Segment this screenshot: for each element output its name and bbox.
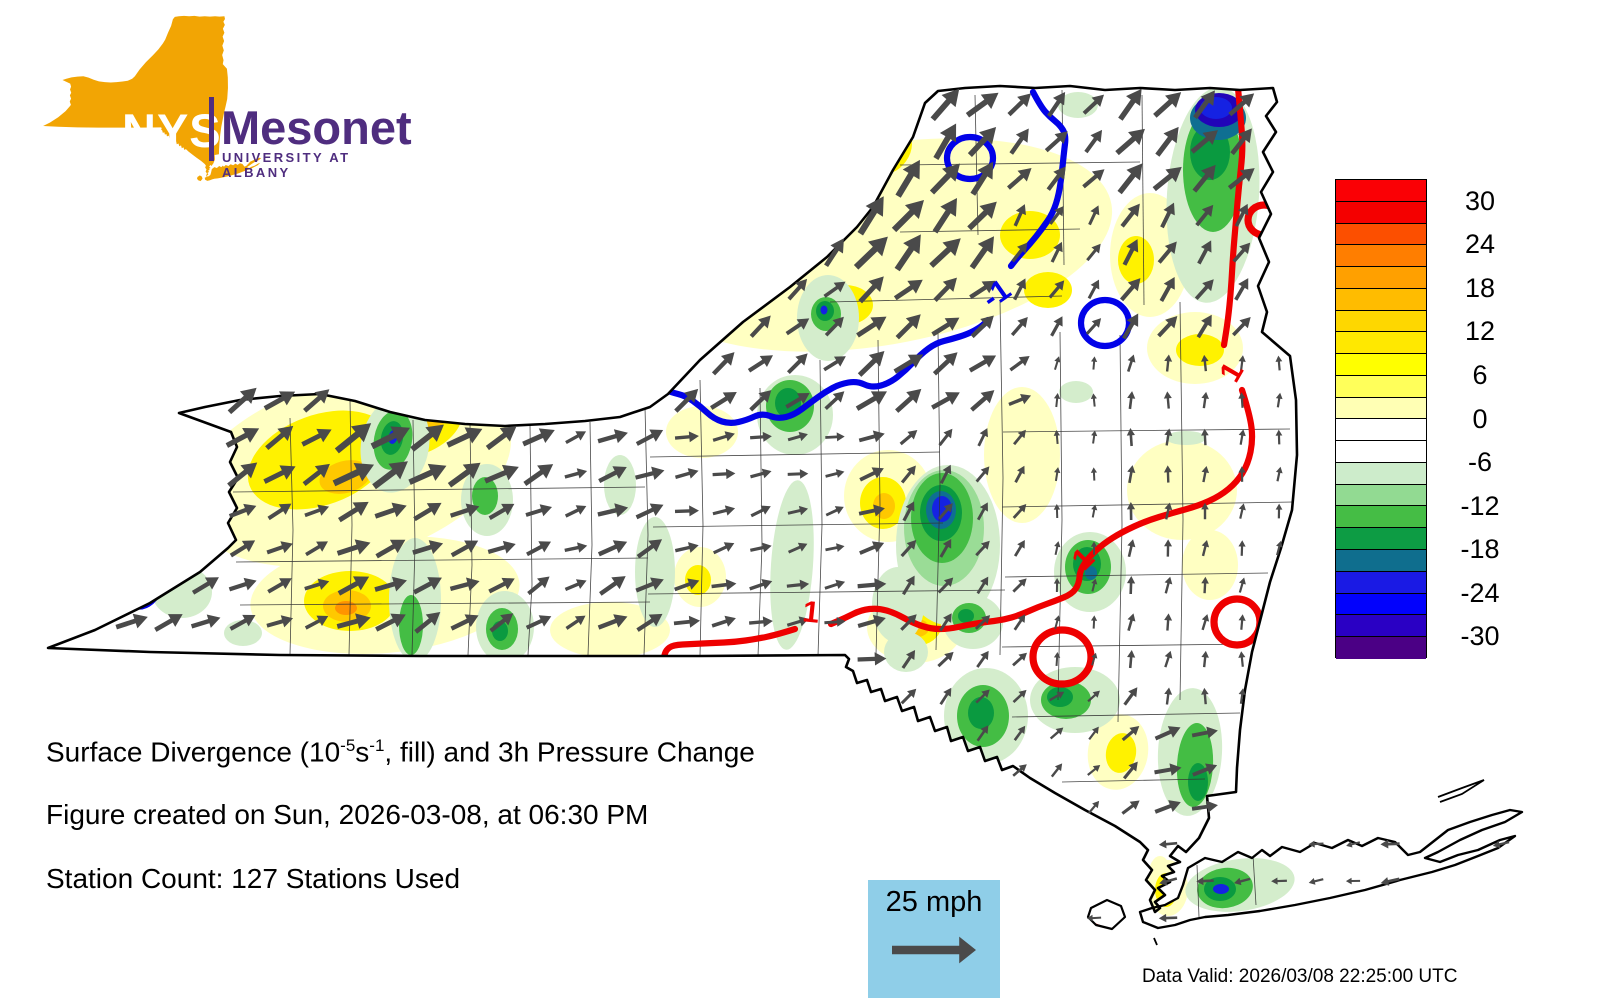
state-outline-layer xyxy=(46,84,1524,946)
wind-scale-legend: 25 mph xyxy=(868,880,1000,998)
logo-divider xyxy=(209,97,214,161)
colorbar-cell xyxy=(1336,223,1426,246)
colorbar-tick-label: -6 xyxy=(1467,447,1492,478)
colorbar-cell xyxy=(1336,201,1426,224)
colorbar-cell xyxy=(1336,354,1426,376)
colorbar-cell xyxy=(1336,571,1426,594)
colorbar-tick-label: -24 xyxy=(1460,577,1500,608)
ny-state-silhouette-icon xyxy=(43,15,262,182)
colorbar-cell xyxy=(1336,397,1426,420)
colorbar-cell xyxy=(1336,245,1426,268)
wind-scale-label: 25 mph xyxy=(885,886,983,918)
data-valid-text: Data Valid: 2026/03/08 22:25:00 UTC xyxy=(1142,966,1458,987)
colorbar-cell xyxy=(1336,462,1426,485)
colorbar-cell xyxy=(1336,506,1426,529)
colorbar-tick-label: 0 xyxy=(1472,403,1488,434)
colorbar-tick-label: -18 xyxy=(1460,534,1500,565)
colorbar-tick-label: 30 xyxy=(1464,185,1496,216)
colorbar-cell xyxy=(1336,484,1426,507)
wind-scale-arrow-icon xyxy=(892,936,976,964)
colorbar-cell xyxy=(1336,310,1426,333)
colorbar: 30 24 18 12 6 0 -6 -12 -18 -24 -30 xyxy=(1335,179,1565,659)
colorbar-tick-label: 6 xyxy=(1472,359,1488,390)
colorbar-tick-label: -12 xyxy=(1460,490,1500,521)
colorbar-cell xyxy=(1336,267,1426,289)
figure-title: Surface Divergence (10-5s-1, fill) and 3… xyxy=(46,736,755,768)
logo-nys-text: NYS xyxy=(122,104,222,157)
colorbar-tick-label: 18 xyxy=(1464,272,1496,303)
colorbar-cell xyxy=(1336,637,1426,659)
colorbar-tick-label: -30 xyxy=(1460,621,1500,652)
colorbar-cell xyxy=(1336,375,1426,398)
colorbar-cell xyxy=(1336,288,1426,311)
pressure-contour-layer xyxy=(119,86,1284,929)
logo-mesonet-text: Mesonet xyxy=(221,101,412,154)
colorbar-cell xyxy=(1336,593,1426,616)
colorbar-cell xyxy=(1336,441,1426,463)
colorbar-tick-label: 24 xyxy=(1464,229,1496,260)
colorbar-cell xyxy=(1336,615,1426,638)
colorbar-cell xyxy=(1336,332,1426,355)
colorbar-tick-label: 12 xyxy=(1464,316,1496,347)
station-count-text: Station Count: 127 Stations Used xyxy=(46,863,461,894)
colorbar-cell xyxy=(1336,180,1426,202)
colorbar-scale xyxy=(1335,179,1427,659)
colorbar-cell xyxy=(1336,528,1426,551)
figure-created-text: Figure created on Sun, 2026-03-08, at 06… xyxy=(46,799,649,830)
wind-arrows-layer xyxy=(115,88,1510,923)
colorbar-cell xyxy=(1336,550,1426,572)
divergence-fill-layer xyxy=(152,87,1295,916)
nys-mesonet-logo: NYS Mesonet UNIVERSITY AT ALBANY xyxy=(0,0,420,200)
svg-text:1: 1 xyxy=(801,595,821,630)
colorbar-cell xyxy=(1336,419,1426,442)
logo-university-text: UNIVERSITY AT ALBANY xyxy=(222,150,351,180)
